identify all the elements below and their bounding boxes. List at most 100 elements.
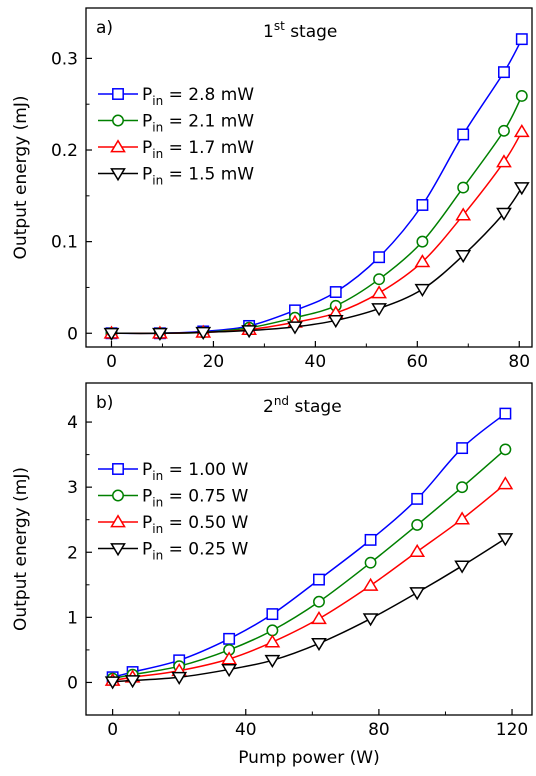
legend-label: Pin = 0.25 W [142,540,249,563]
x-tick-label: 20 [203,352,225,372]
data-point [223,632,236,645]
data-point [496,207,512,221]
legend-marker [110,168,126,182]
data-point [152,327,168,341]
series-line [111,187,523,335]
x-tick-label: 120 [496,720,528,740]
data-point [171,671,188,685]
data-point [313,573,325,586]
data-point [411,518,424,531]
x-tick-label: 80 [368,720,390,740]
data-point [496,154,512,168]
data-point [411,492,424,505]
data-point [311,610,327,625]
legend-marker [112,114,124,127]
data-point [499,407,512,420]
legend-marker [112,489,124,502]
series-line [112,413,506,678]
data-point [221,664,237,678]
legend-marker [112,463,124,475]
data-point [264,634,281,648]
legend-label: Pin = 1.7 mW [142,138,254,161]
series-line [112,537,506,683]
data-point [414,254,431,268]
legend-entry: Pin = 0.75 W [98,487,249,510]
legend-entry: Pin = 0.25 W [98,540,249,563]
data-point [416,199,429,211]
data-point [221,651,237,665]
x-axis-label: Pump power (W) [238,748,380,768]
data-point [454,560,470,574]
x-tick-label: 40 [235,720,257,740]
y-axis-label: Output energy (mJ) [11,467,31,631]
data-point [409,543,426,558]
legend-marker [110,139,126,153]
data-point [416,235,429,248]
data-point [515,33,528,46]
panel-label: b) [96,393,113,413]
data-point [327,314,344,329]
data-point [456,442,469,455]
y-tick-label: 0 [67,324,78,344]
y-tick-label: 1 [67,608,78,628]
data-point [371,303,387,317]
data-point [497,476,514,490]
data-point [195,326,212,341]
data-point [454,511,470,525]
data-point [266,624,279,637]
series-3 [104,476,514,686]
legend-entry: Pin = 1.5 mW [98,165,254,188]
legend-label: Pin = 0.75 W [142,487,249,510]
data-point [313,595,325,608]
series-line [112,483,506,682]
legend-marker [112,88,124,100]
x-tick-label: 0 [106,352,117,372]
legend-label: Pin = 1.00 W [142,460,249,483]
legend-label: Pin = 2.1 mW [142,112,254,135]
series-4 [103,182,530,341]
data-point [499,443,512,456]
panel-label: a) [96,18,113,38]
data-point [364,556,377,569]
y-tick-label: 4 [67,413,78,433]
data-point [241,325,257,339]
data-point [329,286,342,298]
data-point [124,675,141,689]
data-point [103,327,120,341]
legend-label: Pin = 2.8 mW [142,85,254,108]
data-point [287,321,303,335]
y-tick-label: 3 [67,478,78,498]
y-tick-label: 0 [67,673,78,693]
y-tick-label: 0.1 [51,233,78,253]
data-point [264,654,281,669]
legend-label: Pin = 1.5 mW [142,165,254,188]
y-tick-label: 0.2 [51,141,78,161]
y-tick-label: 0.3 [51,49,78,69]
series-line [112,448,506,680]
data-point [515,90,528,102]
legend-entry: Pin = 1.7 mW [98,138,254,161]
data-point [364,533,377,546]
data-point [513,123,530,138]
data-point [371,285,387,299]
data-point [373,251,386,264]
plot-frame [85,7,533,348]
data-point [104,676,121,690]
data-point [311,637,327,652]
data-point [362,613,379,627]
data-point [457,128,470,141]
data-point [362,577,379,591]
panel-title: 1st stage [263,19,337,42]
x-tick-label: 80 [508,352,530,372]
legend-entry: Pin = 1.00 W [98,460,249,483]
legend-entry: Pin = 0.50 W [98,513,249,536]
data-point [373,273,386,286]
legend-label: Pin = 0.50 W [142,513,249,536]
data-point [266,608,279,621]
series-line [111,131,523,335]
x-tick-label: 0 [107,720,118,740]
chart-panel-2: 0 40 80 120 0 1 2 3 4 Output energy (mJ) Pump powe… [11,382,533,768]
legend: Pin = 2.8 mW Pin = 2.1 mW Pin = 1.7 mW Pin … [98,85,254,188]
data-point [455,207,472,221]
